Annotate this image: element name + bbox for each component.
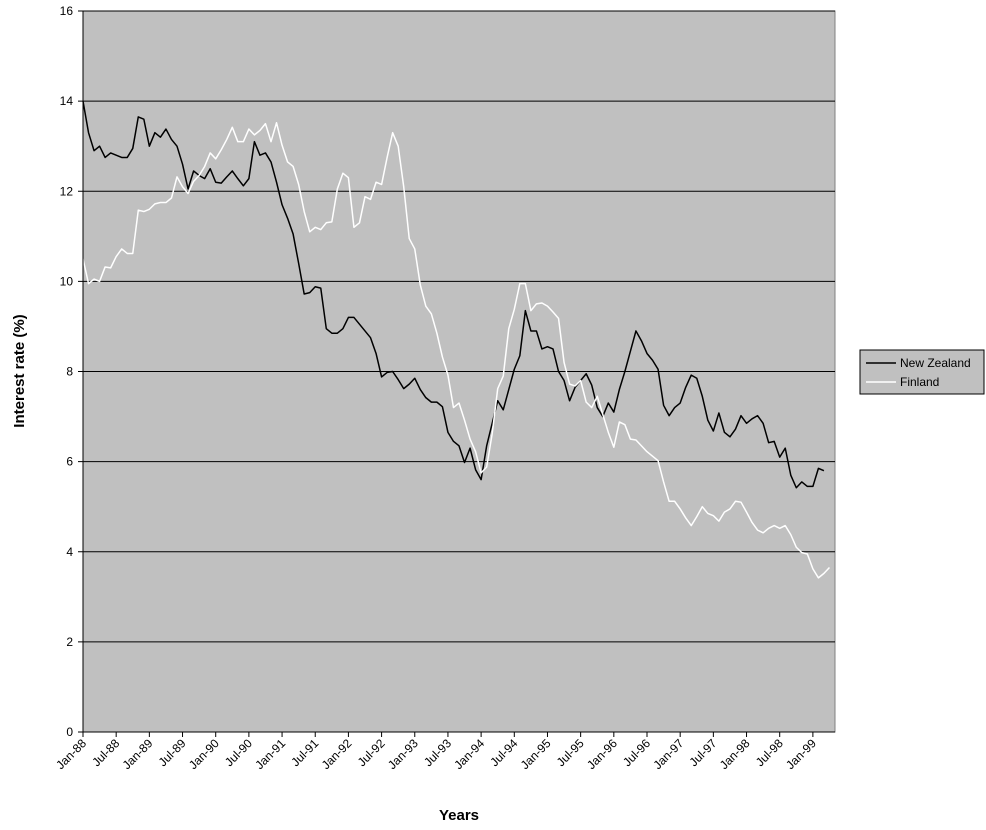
x-tick-label-jan-99: Jan-99 xyxy=(783,736,819,772)
x-tick-label-jan-89: Jan-89 xyxy=(120,736,156,772)
x-tick-label-jan-96: Jan-96 xyxy=(584,736,620,772)
x-tick-label-jan-91: Jan-91 xyxy=(252,736,288,772)
y-tick-label-16: 16 xyxy=(60,4,74,18)
x-tick-label-jan-90: Jan-90 xyxy=(186,736,222,772)
x-tick-label-jan-92: Jan-92 xyxy=(319,736,355,772)
x-tick-label-jul-88: Jul-88 xyxy=(89,736,122,769)
x-tick-label-jan-93: Jan-93 xyxy=(385,736,421,772)
legend-label-new-zealand: New Zealand xyxy=(900,356,971,370)
x-tick-label-jan-98: Jan-98 xyxy=(717,736,753,772)
x-tick-label-jul-94: Jul-94 xyxy=(487,736,520,769)
x-tick-label-jul-93: Jul-93 xyxy=(421,736,454,769)
x-tick-label-jul-97: Jul-97 xyxy=(686,736,719,769)
y-ticks: 0 2 4 6 8 10 12 14 16 xyxy=(60,4,83,739)
y-tick-label-6: 6 xyxy=(66,455,73,469)
x-tick-label-jul-95: Jul-95 xyxy=(554,736,587,769)
x-tick-label-jan-95: Jan-95 xyxy=(518,736,554,772)
y-tick-label-2: 2 xyxy=(66,635,73,649)
legend-label-finland: Finland xyxy=(900,375,939,389)
x-tick-label-jul-96: Jul-96 xyxy=(620,736,653,769)
x-tick-label-jul-89: Jul-89 xyxy=(156,736,189,769)
y-tick-label-0: 0 xyxy=(66,725,73,739)
y-tick-label-14: 14 xyxy=(60,94,74,108)
y-tick-label-10: 10 xyxy=(60,274,74,288)
x-axis-title: Years xyxy=(439,807,479,824)
x-tick-label-jan-97: Jan-97 xyxy=(650,736,686,772)
x-tick-label-jul-91: Jul-91 xyxy=(288,736,321,769)
y-tick-label-8: 8 xyxy=(66,365,73,379)
y-tick-label-4: 4 xyxy=(66,545,73,559)
y-tick-label-12: 12 xyxy=(60,184,74,198)
x-tick-label-jul-90: Jul-90 xyxy=(222,736,255,769)
legend-box xyxy=(859,349,985,395)
legend: New Zealand Finland xyxy=(859,349,985,395)
y-axis-title: Interest rate (%) xyxy=(11,314,28,427)
x-tick-label-jul-98: Jul-98 xyxy=(753,736,786,769)
x-tick-label-jan-94: Jan-94 xyxy=(451,736,487,772)
series-line-finland xyxy=(82,122,831,579)
x-tick-label-jul-92: Jul-92 xyxy=(355,736,388,769)
x-tick-label-jan-88: Jan-88 xyxy=(53,736,89,772)
gridlines xyxy=(83,10,835,643)
series-lines xyxy=(82,101,831,579)
series-line-new-zealand xyxy=(82,101,825,489)
